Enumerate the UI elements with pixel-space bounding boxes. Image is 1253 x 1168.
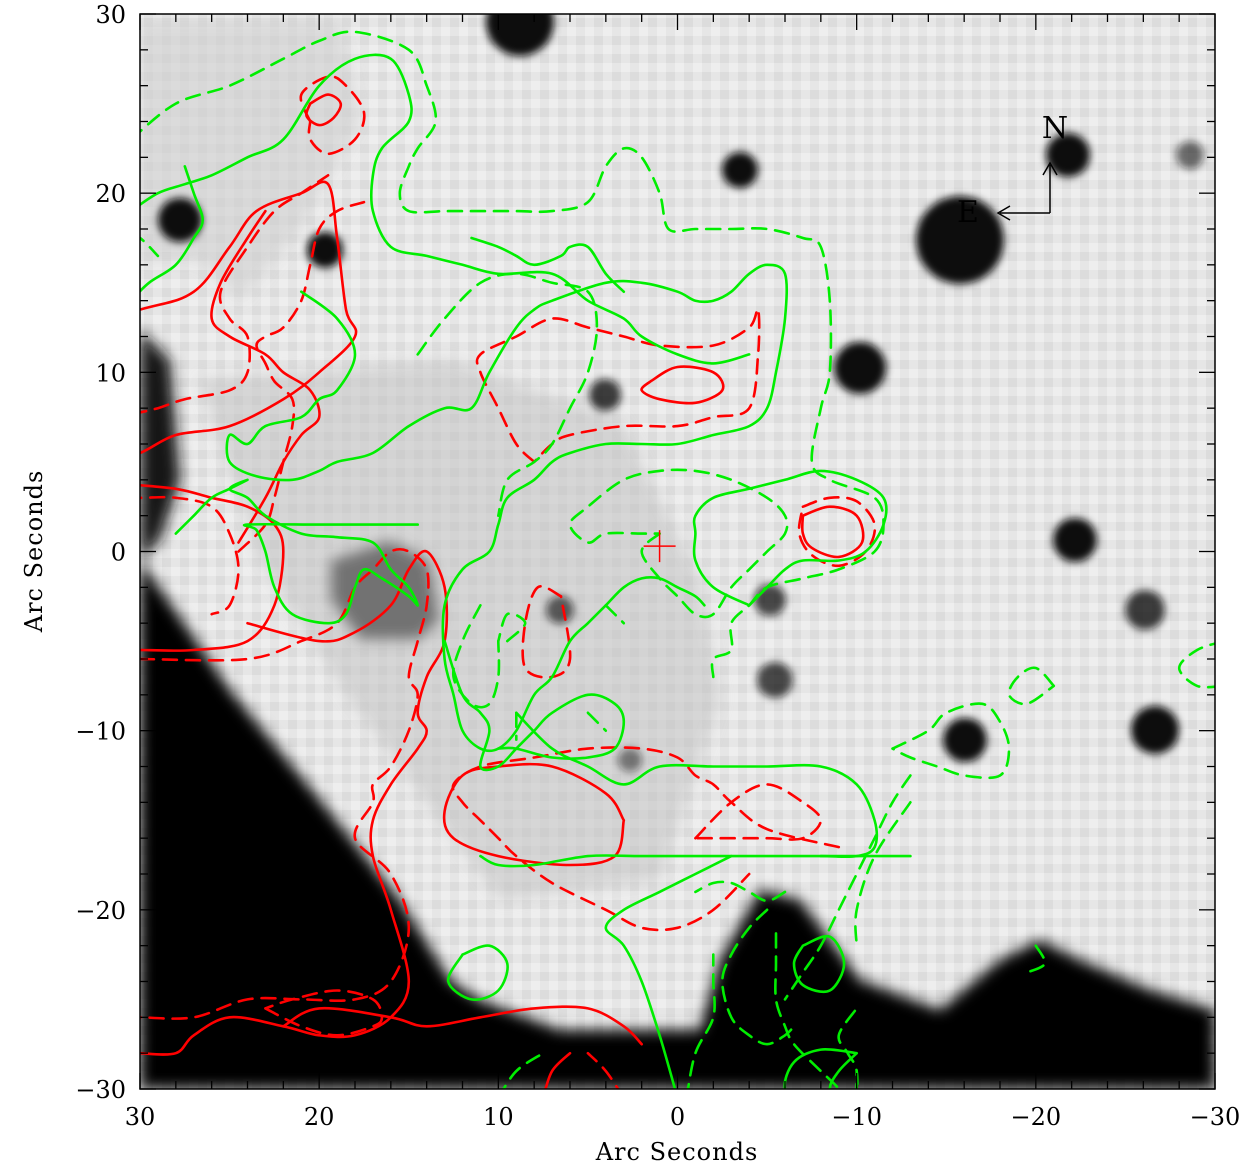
y-tick-label: 10 [95,359,126,387]
y-tick-label: 0 [111,539,126,567]
east-label: E [957,195,979,230]
x-tick-label: 20 [304,1103,335,1131]
grayscale-image-background [140,0,1215,1089]
y-tick-label: 30 [95,1,126,29]
x-tick-label: −30 [1190,1103,1241,1131]
y-tick-label: 20 [95,180,126,208]
y-tick-label: −20 [75,897,126,925]
x-tick-label: 10 [483,1103,514,1131]
y-axis-title: Arc Seconds [20,470,48,634]
x-tick-label: −10 [831,1103,882,1131]
y-tick-label: −10 [75,718,126,746]
north-label: N [1042,111,1068,146]
x-axis-title: Arc Seconds [595,1138,759,1166]
y-tick-label: −30 [75,1076,126,1104]
x-tick-label: −20 [1011,1103,1062,1131]
x-tick-label: 0 [670,1103,685,1131]
x-tick-label: 30 [125,1103,156,1131]
